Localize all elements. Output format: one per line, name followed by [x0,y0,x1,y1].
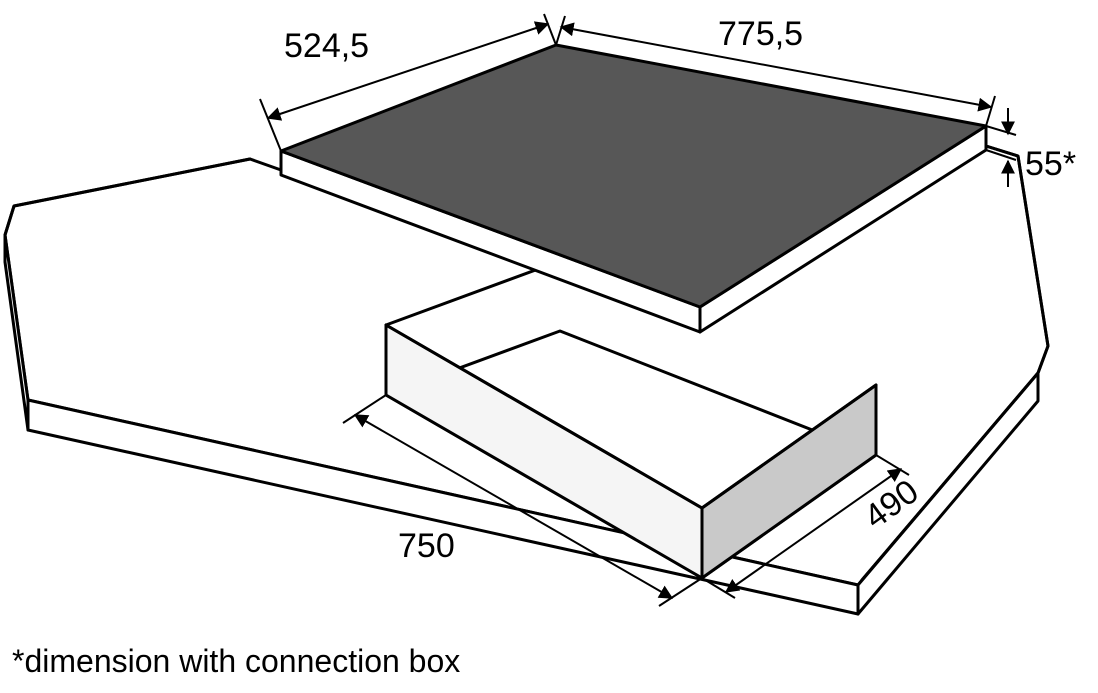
ext-line [544,14,556,45]
ext-line [986,96,995,126]
footnote-text: *dimension with connection box [12,643,460,679]
dim-label-cutout-width: 750 [398,527,455,565]
dim-label-top-depth: 524,5 [284,27,369,65]
dim-label-thickness: 55* [1025,145,1076,183]
ext-line [986,126,1016,135]
ext-line [260,99,281,151]
ext-line [556,16,565,45]
ext-line [659,578,702,606]
dimension-diagram: 524,5775,555*750490*dimension with conne… [0,0,1098,693]
dim-label-top-width: 775,5 [718,15,803,53]
